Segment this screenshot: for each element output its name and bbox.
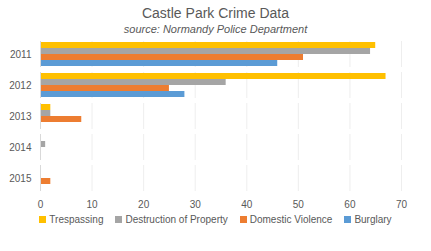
html-text:Castle Park Crime Data: Castle Park Crime Data (142, 5, 289, 21)
svg-text:2015: 2015 (9, 173, 32, 184)
svg-text:2012: 2012 (9, 80, 32, 91)
svg-text:0: 0 (38, 199, 44, 210)
svg-text:20: 20 (138, 199, 150, 210)
html-text:Burglary: Burglary (354, 214, 392, 225)
svg-text:2013: 2013 (9, 111, 32, 122)
svg-text:2014: 2014 (9, 142, 32, 153)
html-text:Domestic Violence: Domestic Violence (249, 214, 333, 225)
svg-text:60: 60 (344, 199, 356, 210)
svg-text:2011: 2011 (10, 49, 32, 60)
svg-text:30: 30 (190, 199, 202, 210)
svg-text:10: 10 (87, 199, 99, 210)
svg-text:70: 70 (396, 199, 408, 210)
svg-text:40: 40 (241, 199, 253, 210)
svg-text:50: 50 (293, 199, 305, 210)
html-text:Trespassing: Trespassing (49, 214, 104, 225)
html-text:source: Normandy Police Depart: source: Normandy Police Department (123, 23, 308, 35)
html-text:Destruction of Property: Destruction of Property (125, 214, 228, 225)
